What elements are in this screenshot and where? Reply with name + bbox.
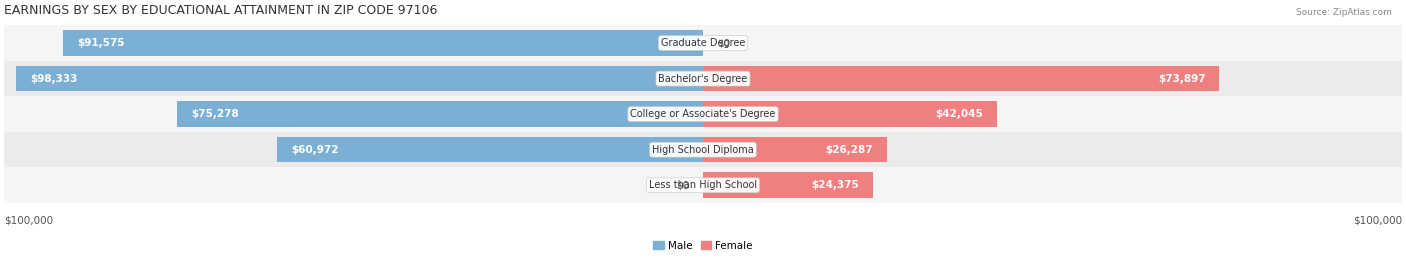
Bar xyxy=(15,66,703,91)
Bar xyxy=(4,132,1402,168)
Bar xyxy=(4,168,1402,203)
Bar xyxy=(4,96,1402,132)
Bar xyxy=(703,66,1219,91)
Text: $100,000: $100,000 xyxy=(1353,215,1402,225)
Text: $42,045: $42,045 xyxy=(935,109,983,119)
Text: $24,375: $24,375 xyxy=(811,180,859,190)
Bar xyxy=(703,101,997,127)
Bar xyxy=(63,30,703,56)
Text: $75,278: $75,278 xyxy=(191,109,239,119)
Text: $0: $0 xyxy=(676,180,689,190)
Bar xyxy=(703,137,887,162)
Text: $98,333: $98,333 xyxy=(30,74,77,84)
Bar xyxy=(177,101,703,127)
Bar xyxy=(4,25,1402,61)
Legend: Male, Female: Male, Female xyxy=(650,236,756,255)
Text: Less than High School: Less than High School xyxy=(650,180,756,190)
Text: High School Diploma: High School Diploma xyxy=(652,145,754,155)
Text: Graduate Degree: Graduate Degree xyxy=(661,38,745,48)
Text: $0: $0 xyxy=(676,180,689,190)
Text: Bachelor's Degree: Bachelor's Degree xyxy=(658,74,748,84)
Bar xyxy=(277,137,703,162)
Text: Source: ZipAtlas.com: Source: ZipAtlas.com xyxy=(1296,8,1392,17)
Bar xyxy=(4,61,1402,96)
Text: $26,287: $26,287 xyxy=(825,145,873,155)
Text: $0: $0 xyxy=(717,38,730,48)
Text: $73,897: $73,897 xyxy=(1157,74,1205,84)
Bar xyxy=(703,172,873,198)
Text: $60,972: $60,972 xyxy=(291,145,339,155)
Text: $0: $0 xyxy=(717,38,730,48)
Text: College or Associate's Degree: College or Associate's Degree xyxy=(630,109,776,119)
Text: $100,000: $100,000 xyxy=(4,215,53,225)
Text: EARNINGS BY SEX BY EDUCATIONAL ATTAINMENT IN ZIP CODE 97106: EARNINGS BY SEX BY EDUCATIONAL ATTAINMEN… xyxy=(4,4,437,17)
Text: $91,575: $91,575 xyxy=(77,38,125,48)
